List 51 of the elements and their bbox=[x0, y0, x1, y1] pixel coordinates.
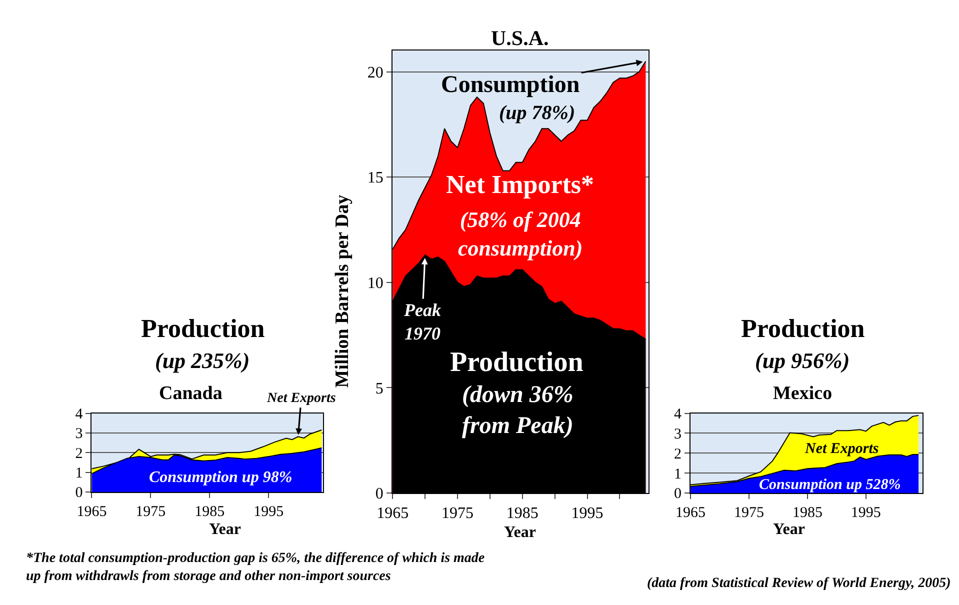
y-tick-label: 15 bbox=[367, 170, 384, 187]
y-tick-label: 3 bbox=[674, 426, 682, 442]
annotation: (down 36% from Peak) bbox=[462, 382, 574, 440]
annotation: (58% of 2004 consumption) bbox=[458, 207, 583, 261]
annotation: Consumption bbox=[441, 72, 580, 98]
chart-title: Canada bbox=[159, 383, 223, 404]
x-tick-label: 1985 bbox=[194, 504, 225, 520]
text: (up 235%) bbox=[155, 348, 250, 373]
x-axis-title: Year bbox=[209, 521, 241, 538]
y-tick-label: 1 bbox=[75, 466, 83, 482]
y-tick-label: 4 bbox=[674, 406, 682, 423]
text: (data from Statistical Review of World Energy, 2005) bbox=[647, 576, 951, 591]
x-axis-title: Year bbox=[773, 521, 805, 538]
x-tick-label: 1985 bbox=[792, 504, 822, 521]
chart-title: U.S.A. bbox=[491, 26, 549, 50]
annotation: (up 78%) bbox=[499, 102, 576, 124]
annotation: Net Exports bbox=[804, 441, 879, 457]
x-tick-label: 1965 bbox=[676, 504, 706, 521]
y-axis-title: Million Barrels per Day bbox=[332, 194, 354, 388]
x-tick-label: 1995 bbox=[571, 505, 604, 522]
chart-title: Mexico bbox=[773, 383, 832, 404]
text: (up 956%) bbox=[755, 348, 850, 373]
y-tick-label: 0 bbox=[75, 485, 83, 502]
y-tick-label: 2 bbox=[75, 446, 83, 462]
y-tick-label: 4 bbox=[75, 406, 84, 423]
annotation: Consumption up 98% bbox=[149, 469, 292, 486]
y-tick-label: 20 bbox=[367, 64, 384, 82]
x-axis-title: Year bbox=[504, 524, 536, 541]
x-tick-label: 1965 bbox=[376, 505, 409, 522]
annotation: Peak 1970 bbox=[403, 300, 441, 344]
text: Production bbox=[141, 314, 266, 343]
annotation: Net Exports bbox=[266, 391, 336, 406]
x-tick-label: 1995 bbox=[254, 504, 284, 520]
y-tick-label: 1 bbox=[674, 466, 682, 482]
y-tick-label: 5 bbox=[375, 380, 384, 398]
text: Production bbox=[741, 314, 866, 343]
x-tick-label: 1995 bbox=[850, 504, 881, 521]
annotation: Production bbox=[450, 347, 584, 378]
y-tick-label: 3 bbox=[75, 426, 83, 442]
y-tick-label: 0 bbox=[375, 486, 384, 503]
text: *The total consumption-production gap is 65%, the difference of which is made up from withdrawls from storage and other non-import sources bbox=[26, 551, 485, 584]
x-tick-label: 1975 bbox=[136, 504, 166, 520]
x-tick-label: 1975 bbox=[734, 504, 764, 521]
y-tick-label: 10 bbox=[367, 274, 384, 292]
x-tick-label: 1965 bbox=[76, 504, 107, 520]
annotation: Net Imports* bbox=[446, 170, 594, 199]
x-tick-label: 1975 bbox=[442, 505, 474, 522]
annotation: Consumption up 528% bbox=[759, 477, 901, 493]
y-tick-label: 0 bbox=[674, 486, 682, 502]
x-tick-label: 1985 bbox=[506, 505, 538, 522]
y-tick-label: 2 bbox=[674, 446, 682, 462]
